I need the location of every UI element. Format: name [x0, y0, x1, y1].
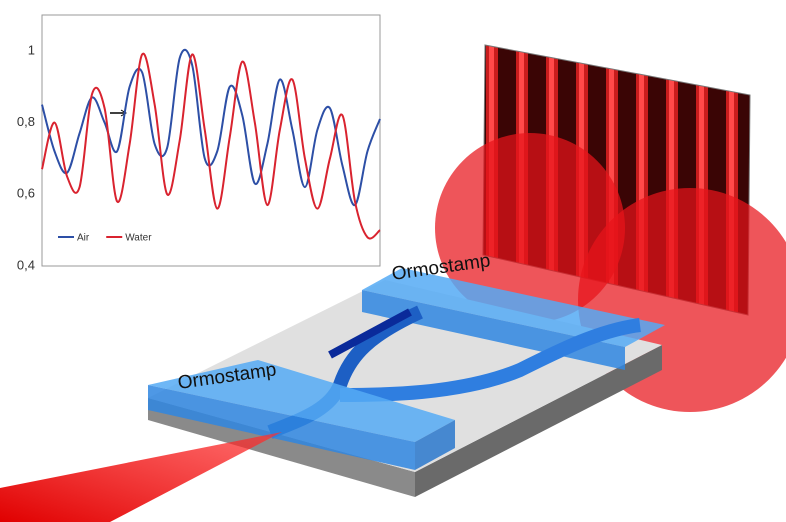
legend-label: Air: [77, 233, 90, 244]
y-tick-label: 0,4: [17, 257, 35, 272]
legend-label: Water: [125, 233, 152, 244]
y-tick-label: 0,6: [17, 186, 35, 201]
y-tick-label: 1: [28, 42, 35, 57]
inset-chart: 0,4 0,6 0,8 1 Air Water: [17, 15, 380, 272]
y-tick-label: 0,8: [17, 114, 35, 129]
plot-frame: [42, 15, 380, 266]
figure: Ormostamp Ormostamp 0,40,60,81AirWater: [0, 0, 786, 522]
input-beam: [0, 432, 282, 522]
